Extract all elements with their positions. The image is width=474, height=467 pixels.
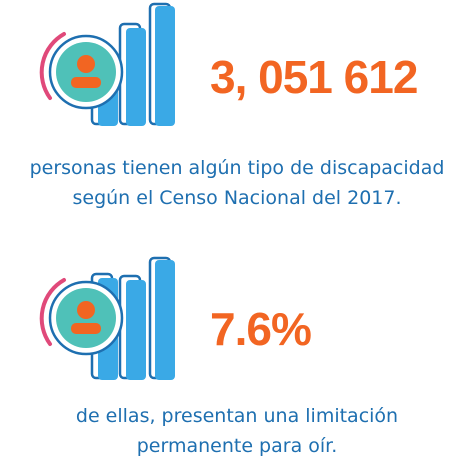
- person-bars-icon: [39, 256, 175, 380]
- stat-value-1: 3, 051 612: [210, 51, 418, 103]
- arc-decoration: [39, 32, 66, 100]
- arc-decoration: [39, 278, 66, 346]
- person-icon-head: [77, 301, 95, 319]
- person-bars-icon: [39, 2, 175, 126]
- bar-fill-3: [155, 260, 175, 380]
- person-icon-body: [71, 77, 101, 88]
- stat-caption-1-line2: según el Censo Nacional del 2017.: [72, 187, 402, 209]
- bar-fill-2: [126, 280, 146, 380]
- stat-caption-2-line2: permanente para oír.: [136, 435, 338, 457]
- stat-caption-1-line1: personas tienen algún tipo de discapacid…: [29, 157, 445, 179]
- stat-block-1: 3, 051 612 personas tienen algún tipo de…: [0, 0, 474, 230]
- person-icon-body: [71, 323, 101, 334]
- stat-block-2: 7.6% de ellas, presentan una limitación …: [0, 250, 474, 467]
- stat-graphic-1: [28, 0, 188, 130]
- bar-fill-2: [126, 28, 146, 126]
- stat-graphic-2: [28, 254, 188, 384]
- bar-fill-3: [155, 6, 175, 126]
- stat-caption-2-line1: de ellas, presentan una limitación: [75, 405, 399, 427]
- person-icon-head: [77, 55, 95, 73]
- stat-value-2: 7.6%: [210, 303, 312, 355]
